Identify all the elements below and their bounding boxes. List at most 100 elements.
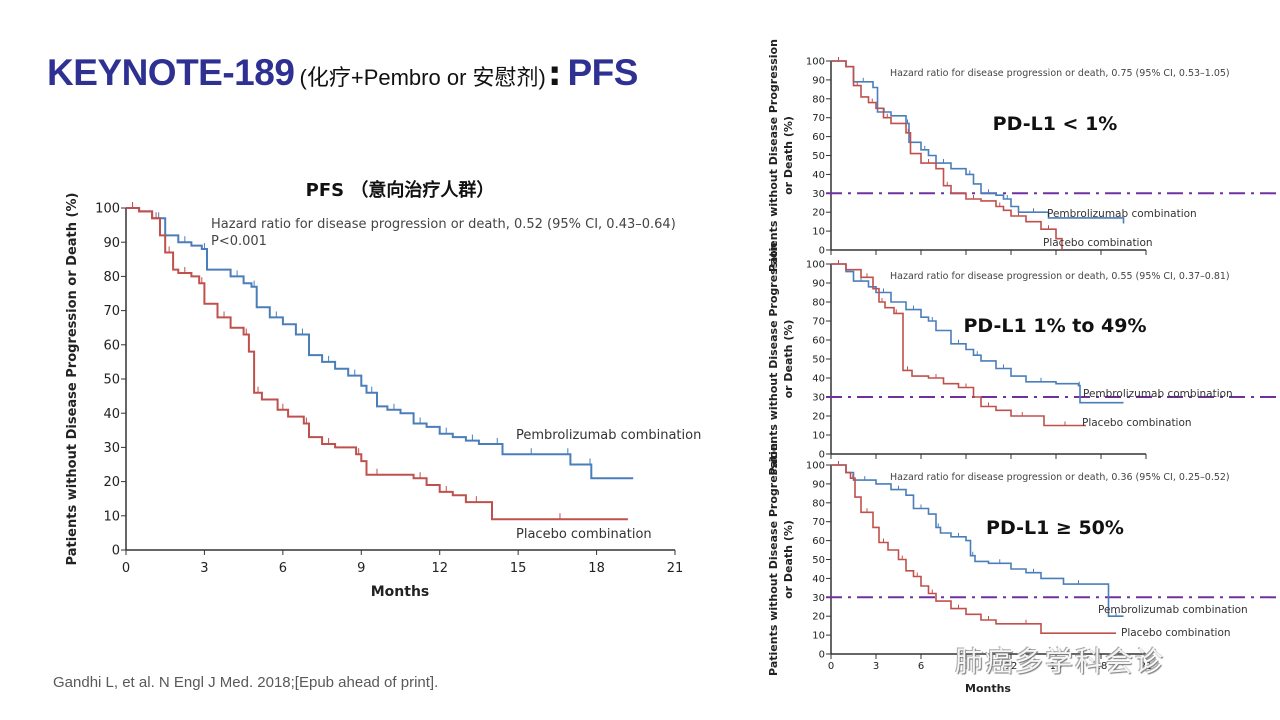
y-tick-label: 80 <box>812 298 825 309</box>
p-value-text: P<0.001 <box>211 234 267 249</box>
x-tick-label: 15 <box>1050 661 1063 672</box>
y-axis-label-line2: or Death (%) <box>782 520 795 599</box>
y-tick-label: 100 <box>806 260 825 271</box>
subgroup-title: PD-L1 ≥ 50% <box>986 517 1124 539</box>
y-axis-label-line2: or Death (%) <box>782 116 795 195</box>
pembrolizumab-curve <box>126 207 634 480</box>
x-tick-label: 3 <box>200 561 208 576</box>
hazard-ratio-text: Hazard ratio for disease progression or … <box>890 472 1230 483</box>
y-tick-label: 50 <box>812 151 825 162</box>
y-tick-label: 70 <box>812 517 825 528</box>
y-tick-label: 0 <box>819 650 825 661</box>
y-tick-label: 60 <box>103 338 120 353</box>
y-tick-label: 60 <box>812 536 825 547</box>
y-tick-label: 50 <box>103 373 120 388</box>
title-trial-name: KEYNOTE-189 <box>47 52 295 93</box>
y-tick-label: 20 <box>812 208 825 219</box>
series-label-placebo: Placebo combination <box>516 527 652 542</box>
y-axis-label-line2: or Death (%) <box>782 320 795 399</box>
series-label-pembrolizumab: Pembrolizumab combination <box>516 428 701 443</box>
series-label-pembrolizumab: Pembrolizumab combination <box>1083 388 1233 400</box>
y-tick-label: 0 <box>819 450 825 461</box>
placebo-curve <box>126 207 628 521</box>
x-tick-label: 12 <box>1005 661 1018 672</box>
y-tick-label: 50 <box>812 555 825 566</box>
main-pfs-plot: 0 10 20 30 40 50 60 70 80 90 100 0 3 6 9 12 15 18 21 Months… <box>65 179 701 600</box>
y-axis-label: Patients without Disease Progression <box>767 39 780 272</box>
y-tick-label: 100 <box>806 57 825 68</box>
y-tick-label: 80 <box>812 498 825 509</box>
subgroup-title: PD-L1 < 1% <box>993 113 1118 135</box>
x-tick-label: 21 <box>667 561 684 576</box>
slide-title: KEYNOTE-189 (化疗+Pembro or 安慰剂): PFS <box>47 52 638 94</box>
y-tick-label: 80 <box>812 94 825 105</box>
y-tick-label: 10 <box>812 631 825 642</box>
y-tick-label: 90 <box>812 479 825 490</box>
y-tick-label: 90 <box>812 75 825 86</box>
series-label-placebo: Placebo combination <box>1043 237 1153 249</box>
y-axis-label: Patients without Disease Progression <box>767 243 780 476</box>
x-tick-label: 0 <box>122 561 130 576</box>
y-tick-label: 10 <box>812 227 825 238</box>
x-tick-label: 6 <box>918 661 924 672</box>
title-arms: (化疗+Pembro or 安慰剂) <box>299 65 546 90</box>
x-tick-label: 6 <box>279 561 287 576</box>
x-tick-label: 0 <box>828 661 834 672</box>
hazard-ratio-text: Hazard ratio for disease progression or … <box>211 217 676 232</box>
series-label-placebo: Placebo combination <box>1121 627 1231 639</box>
x-tick-label: 21 <box>1140 661 1153 672</box>
y-tick-label: 40 <box>812 374 825 385</box>
y-tick-label: 40 <box>812 574 825 585</box>
y-tick-label: 70 <box>812 113 825 124</box>
subgroup-plot-1: 0 10 20 30 40 50 60 70 80 90 100 Patients without D… <box>767 39 1280 272</box>
y-tick-label: 10 <box>812 431 825 442</box>
x-axis-label: Months <box>965 682 1011 695</box>
y-tick-label: 90 <box>812 279 825 290</box>
hazard-ratio-text: Hazard ratio for disease progression or … <box>890 68 1230 79</box>
y-tick-label: 30 <box>812 593 825 604</box>
y-tick-label: 80 <box>103 270 120 285</box>
y-tick-label: 70 <box>812 317 825 328</box>
y-tick-label: 100 <box>806 461 825 472</box>
y-tick-label: 30 <box>812 189 825 200</box>
pembrolizumab-curve <box>831 464 1124 617</box>
series-label-pembrolizumab: Pembrolizumab combination <box>1098 604 1248 616</box>
y-tick-label: 0 <box>112 544 120 559</box>
x-tick-label: 3 <box>873 661 879 672</box>
y-tick-label: 90 <box>103 236 120 251</box>
y-tick-label: 30 <box>103 441 120 456</box>
placebo-curve <box>831 263 1086 427</box>
subgroup-title: PD-L1 1% to 49% <box>964 315 1147 337</box>
series-label-placebo: Placebo combination <box>1082 417 1192 429</box>
y-tick-label: 30 <box>812 393 825 404</box>
title-colon: : <box>547 54 562 94</box>
y-tick-label: 10 <box>103 509 120 524</box>
x-tick-label: 9 <box>357 561 365 576</box>
y-tick-label: 20 <box>103 475 120 490</box>
x-tick-label: 18 <box>588 561 605 576</box>
y-tick-label: 40 <box>103 407 120 422</box>
placebo-curve <box>831 464 1116 634</box>
x-axis-label: Months <box>371 584 430 600</box>
y-tick-label: 100 <box>95 202 120 217</box>
y-tick-label: 60 <box>812 336 825 347</box>
citation: Gandhi L, et al. N Engl J Med. 2018;[Epu… <box>53 674 439 691</box>
x-tick-label: 18 <box>1095 661 1108 672</box>
y-tick-label: 20 <box>812 612 825 623</box>
y-axis-label: Patients without Disease Progression or … <box>65 193 80 566</box>
x-tick-label: 15 <box>510 561 527 576</box>
chart-title: PFS （意向治疗人群） <box>306 179 495 201</box>
y-tick-label: 0 <box>819 246 825 257</box>
y-tick-label: 40 <box>812 170 825 181</box>
placebo-curve <box>831 60 1063 250</box>
hazard-ratio-text: Hazard ratio for disease progression or … <box>890 271 1230 282</box>
y-axis-label: Patients without Disease Progression <box>767 443 780 676</box>
y-tick-label: 20 <box>812 412 825 423</box>
title-endpoint: PFS <box>567 52 638 93</box>
series-label-pembrolizumab: Pembrolizumab combination <box>1047 208 1197 220</box>
watermark: 肺癌多学科会诊 <box>955 645 1166 678</box>
subgroup-plot-2: 0 10 20 30 40 50 60 70 80 90 100 Patients without D… <box>767 243 1280 476</box>
x-tick-label: 9 <box>963 661 969 672</box>
